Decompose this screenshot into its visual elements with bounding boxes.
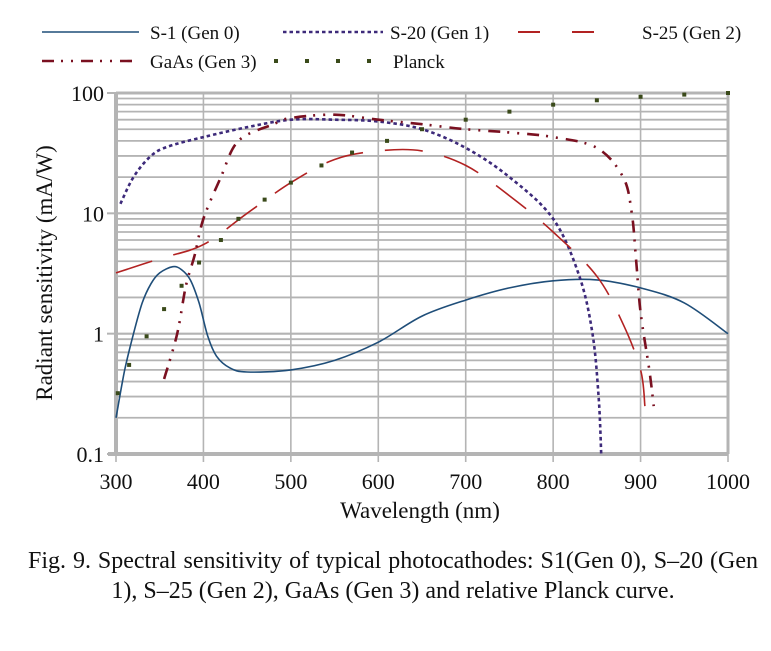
data-point — [726, 91, 730, 95]
legend-label: S-20 (Gen 1) — [390, 23, 489, 44]
legend-item: S-1 (Gen 0) — [42, 23, 240, 44]
y-tick-label: 0.1 — [77, 442, 105, 467]
legend: S-1 (Gen 0) S-20 (Gen 1) S-25 (Gen 2) GaAs … — [42, 23, 741, 73]
x-axis-label: Wavelength (nm) — [340, 498, 500, 523]
legend-swatch — [367, 59, 371, 63]
x-tick-label: 900 — [624, 469, 657, 494]
data-point — [463, 117, 468, 122]
figure-caption: Fig. 9. Spectral sensitivity of typical … — [28, 548, 758, 604]
legend-item: Planck — [274, 52, 445, 73]
series-planck — [115, 91, 730, 396]
series-line — [115, 265, 729, 418]
series-group — [115, 91, 730, 455]
data-point — [218, 238, 223, 243]
legend-label: S-25 (Gen 2) — [642, 23, 741, 44]
x-tick-label: 400 — [187, 469, 220, 494]
data-point — [420, 127, 424, 132]
legend-swatch — [336, 59, 340, 63]
legend-swatch — [305, 59, 309, 63]
y-tick-label: 100 — [71, 81, 104, 106]
axes — [107, 92, 730, 456]
data-point — [115, 391, 120, 396]
x-tick-label: 600 — [362, 469, 395, 494]
legend-item: S-25 (Gen 2) — [518, 23, 741, 44]
legend-label: S-1 (Gen 0) — [150, 23, 240, 44]
x-tick-label: 1000 — [706, 469, 750, 494]
series-gaas-gen-3 — [162, 113, 655, 407]
y-tick-label: 10 — [82, 201, 104, 226]
data-point — [507, 109, 512, 114]
data-point — [144, 334, 149, 339]
series-line — [115, 148, 646, 407]
data-point — [638, 94, 643, 99]
data-point — [197, 260, 202, 265]
x-tick-label: 300 — [100, 469, 133, 494]
legend-item: GaAs (Gen 3) — [42, 52, 257, 73]
data-point — [127, 362, 132, 367]
data-point — [319, 163, 324, 168]
data-point — [594, 98, 599, 103]
x-tick-label: 800 — [537, 469, 570, 494]
tick-labels: 0.1 1 10 100 300 400 500 600 700 800 900 1000 — [71, 81, 750, 494]
data-point — [682, 92, 687, 97]
legend-label: Planck — [393, 52, 445, 73]
data-point — [385, 138, 390, 143]
y-tick-label: 1 — [93, 322, 104, 347]
series-s-1-gen-0 — [115, 265, 729, 418]
series-s-20-gen-1 — [119, 117, 603, 455]
series-s-25-gen-2 — [115, 148, 646, 407]
grid — [115, 91, 729, 462]
y-axis-label: Radiant sensitivity (mA/W) — [32, 145, 57, 401]
x-tick-label: 700 — [449, 469, 482, 494]
data-point — [162, 307, 167, 312]
data-point — [350, 150, 355, 155]
data-point — [236, 216, 241, 221]
data-point — [179, 283, 184, 288]
legend-label: GaAs (Gen 3) — [150, 52, 257, 73]
chart: 0.1 1 10 100 300 400 500 600 700 800 900 1000 Wavel… — [32, 23, 750, 523]
data-point — [551, 102, 556, 107]
legend-swatch — [274, 59, 278, 63]
data-point — [262, 197, 267, 202]
data-point — [288, 180, 293, 185]
legend-item: S-20 (Gen 1) — [283, 23, 489, 44]
x-tick-label: 500 — [274, 469, 307, 494]
